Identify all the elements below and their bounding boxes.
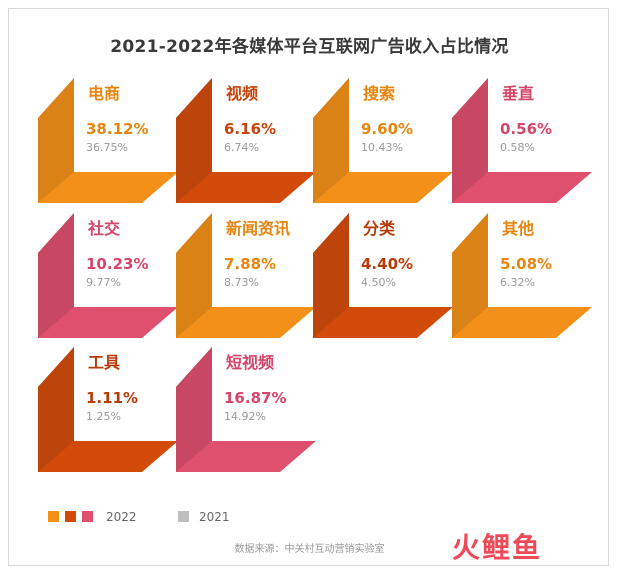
- value-2022: 1.11%: [86, 389, 139, 407]
- legend-label-2021: 2021: [199, 510, 230, 524]
- value-2021: 6.32%: [500, 276, 535, 289]
- value-2021: 9.77%: [86, 276, 121, 289]
- category-label: 分类: [363, 219, 396, 238]
- chart-frame: [8, 8, 609, 566]
- chart-title: 2021-2022年各媒体平台互联网广告收入占比情况: [110, 37, 509, 57]
- value-2021: 4.50%: [361, 276, 396, 289]
- tile: 视频 6.16% 6.74%: [176, 78, 316, 203]
- chevron-shade: [313, 213, 349, 338]
- chevron-shape: [452, 213, 592, 338]
- value-2022: 7.88%: [224, 255, 277, 273]
- chevron-shade: [38, 213, 74, 338]
- value-2021: 8.73%: [224, 276, 259, 289]
- category-label: 其他: [502, 219, 535, 238]
- chevron-shape: [313, 78, 453, 203]
- value-2022: 16.87%: [224, 389, 287, 407]
- category-label: 垂直: [502, 84, 535, 103]
- value-2022: 0.56%: [500, 120, 553, 138]
- category-label: 视频: [226, 84, 259, 103]
- category-label: 新闻资讯: [226, 219, 291, 238]
- chevron-shade: [38, 78, 74, 203]
- chevron-shade: [452, 78, 488, 203]
- chevron-shade: [176, 347, 212, 472]
- tile: 分类 4.40% 4.50%: [313, 213, 453, 338]
- value-2021: 6.74%: [224, 141, 259, 154]
- legend-label-2022: 2022: [106, 510, 137, 524]
- category-label: 社交: [88, 219, 121, 238]
- value-2021: 36.75%: [86, 141, 128, 154]
- value-2022: 5.08%: [500, 255, 553, 273]
- chevron-shape: [38, 213, 178, 338]
- chevron-shape: [313, 213, 453, 338]
- tile: 垂直 0.56% 0.58%: [452, 78, 592, 203]
- value-2022: 4.40%: [361, 255, 414, 273]
- chevron-shape: [176, 78, 316, 203]
- chevron-shape: [452, 78, 592, 203]
- legend-swatch-2022-pink: [82, 511, 93, 522]
- chevron-shape: [38, 78, 178, 203]
- tile: 社交 10.23% 9.77%: [38, 213, 178, 338]
- value-2021: 10.43%: [361, 141, 403, 154]
- value-2021: 14.92%: [224, 410, 266, 423]
- chevron-shape: [176, 347, 316, 472]
- tile: 工具 1.11% 1.25%: [38, 347, 178, 472]
- value-2022: 10.23%: [86, 255, 149, 273]
- tile: 新闻资讯 7.88% 8.73%: [176, 213, 316, 338]
- legend-swatch-2021: [178, 511, 189, 522]
- legend-swatch-2022-orange: [48, 511, 59, 522]
- category-label: 工具: [88, 353, 121, 372]
- value-2021: 0.58%: [500, 141, 535, 154]
- value-2022: 38.12%: [86, 120, 149, 138]
- chevron-shade: [313, 78, 349, 203]
- chevron-shape: [38, 347, 178, 472]
- tile: 短视频 16.87% 14.92%: [176, 347, 316, 472]
- category-label: 电商: [88, 84, 121, 103]
- source-note: 数据来源：中关村互动营销实验室: [234, 544, 385, 555]
- value-2022: 6.16%: [224, 120, 277, 138]
- chevron-shade: [176, 213, 212, 338]
- tile: 搜索 9.60% 10.43%: [313, 78, 453, 203]
- tile: 电商 38.12% 36.75%: [38, 78, 178, 203]
- chevron-shade: [38, 347, 74, 472]
- value-2021: 1.25%: [86, 410, 121, 423]
- category-label: 短视频: [226, 353, 275, 372]
- chevron-shade: [452, 213, 488, 338]
- watermark-logo: 火鲤鱼: [452, 531, 543, 564]
- tile: 其他 5.08% 6.32%: [452, 213, 592, 338]
- chevron-shape: [176, 213, 316, 338]
- legend-swatch-2022-red: [65, 511, 76, 522]
- chevron-shade: [176, 78, 212, 203]
- value-2022: 9.60%: [361, 120, 414, 138]
- category-label: 搜索: [363, 84, 396, 103]
